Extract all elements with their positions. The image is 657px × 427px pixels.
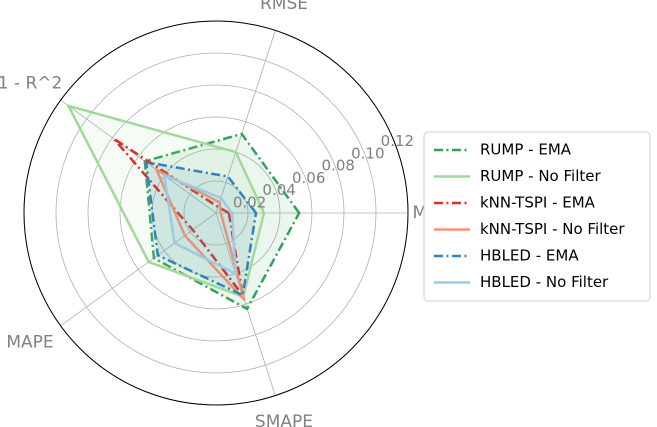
axis-label-3: MAPE (6, 332, 53, 352)
legend-label-2: kNN-TSPI - EMA (480, 194, 596, 212)
legend-label-1: RUMP - No Filter (480, 167, 601, 185)
labels-layer: 0.020.040.060.080.100.12MAERMSE1 - R^2MA… (0, 0, 450, 427)
series-line-5 (162, 174, 238, 276)
tick-label-5: 0.12 (381, 132, 414, 150)
series-fill-1 (68, 105, 265, 297)
spoke-3 (60, 212, 217, 327)
spoke-1 (215, 30, 276, 214)
legend-label-5: HBLED - No Filter (480, 273, 609, 291)
legend-box (423, 131, 651, 302)
legend-label-3: kNN-TSPI - No Filter (480, 220, 625, 238)
series-line-4 (144, 160, 258, 297)
grid-layer (23, 20, 409, 406)
axis-label-4: SMAPE (255, 412, 313, 427)
tick-label-2: 0.06 (292, 169, 325, 187)
series-line-3 (155, 168, 246, 301)
legend-label-4: HBLED - EMA (480, 247, 579, 265)
series-line-1 (67, 104, 266, 298)
tick-label-0: 0.02 (233, 193, 266, 211)
legend-label-0: RUMP - EMA (480, 141, 572, 159)
tick-label-1: 0.04 (262, 181, 295, 199)
series-layer (67, 104, 301, 311)
tick-label-3: 0.08 (322, 157, 355, 175)
legend: RUMP - EMA RUMP - No Filter kNN-TSPI - EMA… (423, 131, 651, 302)
tick-label-4: 0.10 (351, 144, 384, 162)
axis-label-1: RMSE (260, 0, 308, 14)
series-line-0 (143, 132, 301, 311)
spoke-2 (60, 99, 217, 214)
series-fill-5 (164, 175, 236, 274)
polar-frame (23, 20, 409, 406)
spoke-4 (215, 212, 276, 396)
axis-label-2: 1 - R^2 (0, 74, 62, 94)
